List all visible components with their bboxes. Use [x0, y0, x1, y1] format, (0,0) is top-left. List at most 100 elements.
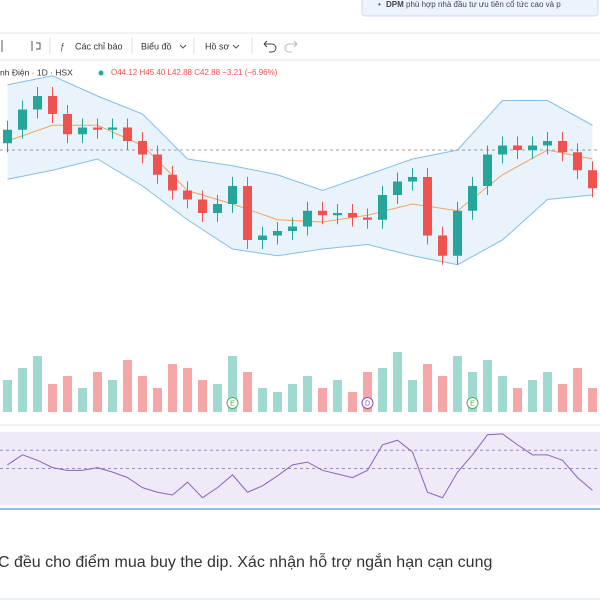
volume-bar	[63, 376, 72, 412]
volume-bar	[513, 388, 522, 412]
candle-body	[318, 210, 327, 216]
ohlc-item: L42.88	[168, 68, 193, 77]
dropdown-icon	[232, 44, 240, 49]
candle-body	[483, 154, 492, 186]
footer-text: C đều cho điểm mua buy the dip. Xác nhận…	[0, 552, 492, 571]
event-marker	[466, 397, 479, 409]
volume-bar	[318, 388, 327, 412]
volume-bar	[558, 384, 567, 412]
toolbar-button[interactable]: Các chỉ báo	[75, 41, 123, 51]
volume-bar	[78, 388, 87, 412]
candle-body	[543, 141, 552, 146]
volume-bar	[198, 380, 207, 412]
volume-bar	[228, 356, 237, 412]
event-label: E	[470, 400, 475, 407]
candle-body	[18, 109, 27, 130]
dropdown-icon	[179, 44, 187, 49]
volume-bar	[498, 376, 507, 412]
footer-box	[0, 510, 600, 600]
candle-body	[243, 186, 252, 240]
volume-bar	[588, 388, 597, 412]
volume-bar	[153, 388, 162, 412]
indicator-icon[interactable]: ƒ	[60, 41, 65, 51]
candle-body	[258, 235, 267, 240]
volume-bar	[108, 380, 117, 412]
band-line	[7, 124, 593, 223]
band-fill	[7, 75, 593, 265]
candle-body	[198, 199, 207, 213]
redo-button[interactable]	[284, 40, 298, 53]
candle-body	[423, 177, 432, 236]
candle-body	[378, 195, 387, 220]
candle-body	[3, 129, 12, 144]
event-label: E	[230, 400, 235, 407]
volume-bar	[273, 392, 282, 412]
volume-bar	[348, 392, 357, 412]
status-dot	[98, 70, 104, 76]
volume-bar	[408, 380, 417, 412]
candle-body	[513, 145, 522, 150]
candle-body	[453, 210, 462, 256]
candle-body	[108, 127, 117, 130]
volume-bar	[528, 380, 537, 412]
candle-body	[63, 114, 72, 135]
toolbar-icon[interactable]	[1, 40, 41, 52]
candle-body	[138, 141, 147, 155]
banner-box	[361, 0, 599, 17]
volume-bar	[393, 352, 402, 412]
toolbar-button[interactable]: Biểu đồ	[141, 41, 172, 51]
volume-bar	[213, 384, 222, 412]
volume-bar	[243, 372, 252, 412]
volume-bar	[468, 372, 477, 412]
candle-body	[408, 177, 417, 182]
volume-bar	[18, 368, 27, 412]
volume-bar	[543, 372, 552, 412]
candle-body	[528, 145, 537, 150]
undo-button[interactable]	[263, 40, 277, 53]
volume-bar	[33, 356, 42, 412]
candle-body	[123, 127, 132, 141]
candle-body	[153, 154, 162, 175]
volume-bar	[333, 380, 342, 412]
volume-bar	[288, 384, 297, 412]
candle-body	[558, 141, 567, 153]
volume-bar	[438, 376, 447, 412]
volume-bar	[378, 368, 387, 412]
volume-bar	[138, 376, 147, 412]
volume-bar	[423, 364, 432, 412]
candle-body	[393, 181, 402, 195]
volume-bar	[573, 368, 582, 412]
ohlc-item: C42.88	[194, 68, 220, 77]
candle-body	[273, 231, 282, 236]
toolbar-button[interactable]: Hồ sơ	[205, 41, 230, 51]
volume-bar	[48, 384, 57, 412]
candle-body	[48, 96, 57, 114]
band-line	[7, 75, 593, 192]
volume-bar	[453, 356, 462, 412]
banner-body: phù hợp nhà đầu tư ưu tiên cổ tức cao và…	[406, 0, 561, 9]
candle-body	[498, 145, 507, 155]
volume-bar	[93, 372, 102, 412]
candle-body	[288, 226, 297, 231]
banner-bullet: •	[378, 0, 381, 9]
event-marker	[226, 397, 239, 409]
candle-body	[588, 170, 597, 189]
banner-bold: DPM	[386, 0, 404, 9]
candle-body	[228, 186, 237, 204]
candle-body	[93, 127, 102, 130]
event-marker	[361, 397, 374, 409]
volume-bar	[303, 376, 312, 412]
candle-body	[468, 186, 477, 211]
ohlc-item: O44.12	[111, 68, 138, 77]
volume-bar	[183, 368, 192, 412]
volume-bar	[258, 388, 267, 412]
candle-body	[573, 152, 582, 171]
candle-body	[363, 217, 372, 220]
candle-body	[78, 127, 87, 135]
volume-bar	[168, 364, 177, 412]
ohlc-item: −3.21 (−6.96%)	[222, 68, 277, 77]
volume-bar	[363, 372, 372, 412]
banner-text: DPM phù hợp nhà đầu tư ưu tiên cổ tức ca…	[386, 0, 561, 9]
